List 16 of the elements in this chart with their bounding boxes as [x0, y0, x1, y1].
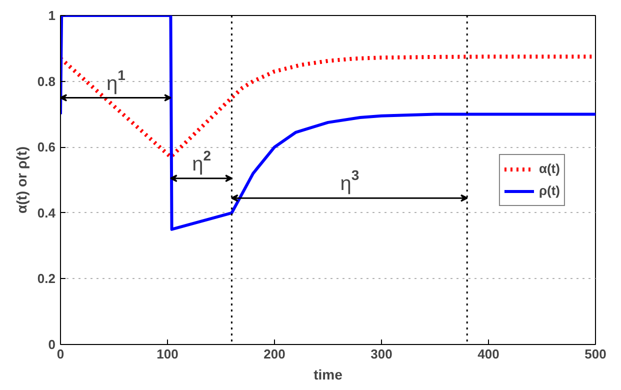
x-tick-label: 300	[370, 346, 392, 362]
y-axis-title: α(t) or ρ(t)	[13, 146, 30, 214]
legend-label: α(t)	[538, 161, 560, 176]
y-tick-label: 1	[48, 8, 56, 23]
y-tick-label: 0	[48, 337, 56, 352]
x-axis-title: time	[314, 366, 343, 382]
legend-label: ρ(t)	[538, 183, 560, 198]
y-tick-label: 0.6	[37, 140, 56, 155]
x-tick-label: 100	[156, 346, 178, 362]
x-tick-label: 500	[584, 346, 606, 362]
y-tick-label: 0.2	[37, 271, 56, 286]
x-tick-label: 400	[478, 346, 500, 362]
y-tick-label: 0.4	[37, 205, 56, 220]
line-series	[60, 16, 596, 231]
x-tick-label: 200	[264, 346, 286, 362]
y-tick-label: 0.8	[37, 74, 56, 89]
